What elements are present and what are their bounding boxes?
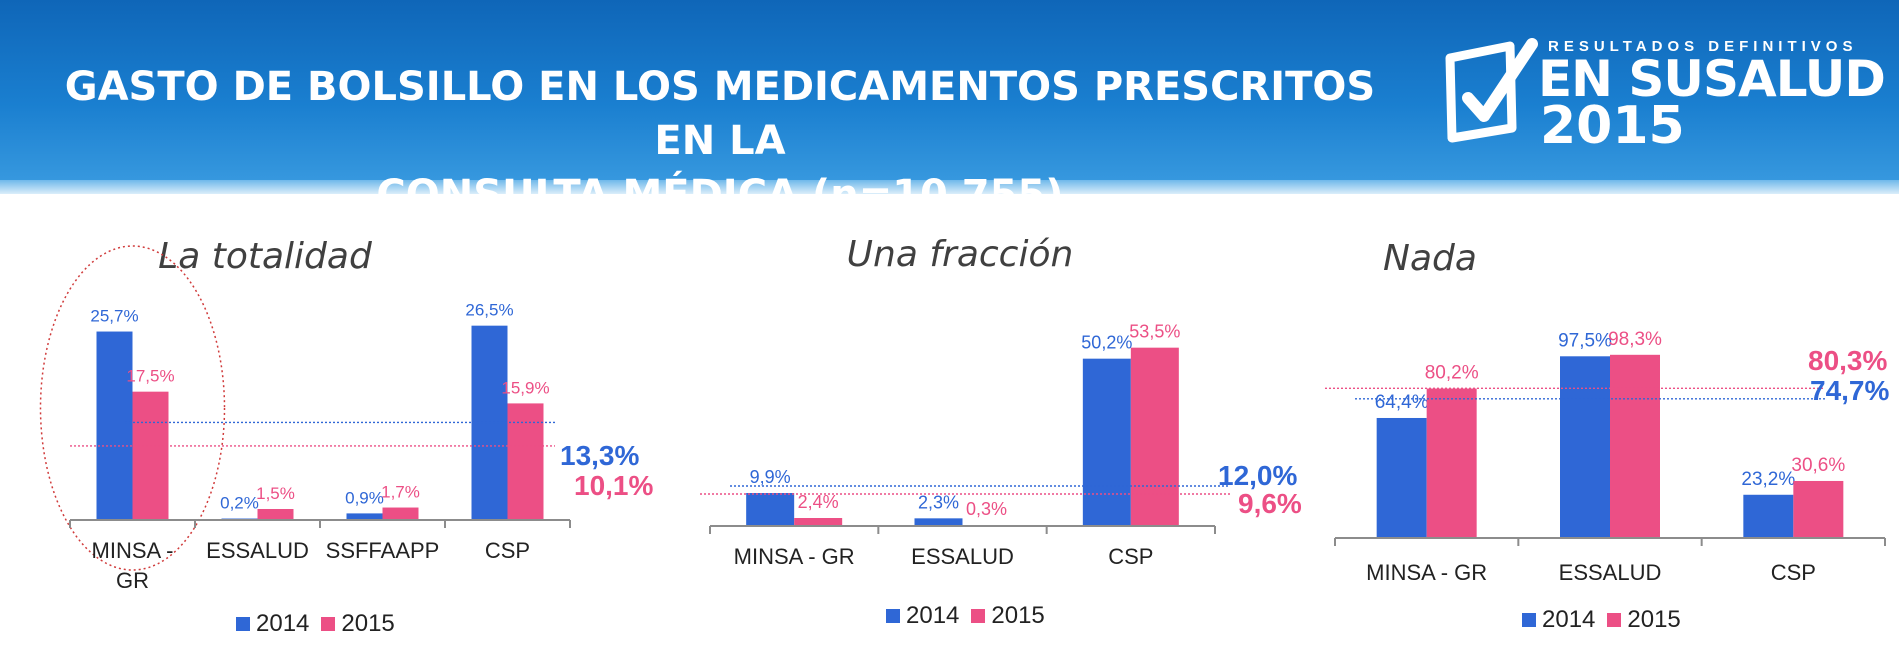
- category-label: MINSA - GR: [734, 544, 855, 569]
- legend-item-2015: 2015: [971, 602, 1045, 630]
- bar-2014: [346, 513, 383, 520]
- legend-item-2014: 2014: [886, 602, 959, 630]
- data-label-2015: 80,2%: [1425, 363, 1479, 384]
- bar-2015: [1610, 354, 1660, 538]
- data-label-2014: 0,9%: [345, 488, 384, 507]
- legend-label: 2015: [341, 610, 395, 637]
- category-label: GR: [116, 568, 149, 593]
- data-label-2014: 25,7%: [90, 307, 138, 326]
- chart-una-fraccion: Una fracción 9,9% 2,4% MINSA - GR 2,3% 0,3% E…: [700, 200, 1320, 650]
- data-label-2014: 97,5%: [1558, 330, 1612, 351]
- category-label: CSP: [1108, 544, 1153, 569]
- bar-2014: [1082, 358, 1131, 526]
- bar-2015: [507, 403, 544, 520]
- avg-2015-label: 9,6%: [1238, 488, 1302, 519]
- data-label-2015: 15,9%: [501, 378, 549, 397]
- data-label-2014: 0,2%: [220, 494, 259, 513]
- logo-main-text: EN SUSALUD: [1538, 50, 1886, 108]
- chart-plot: 9,9% 2,4% MINSA - GR 2,3% 0,3% ESSALUD 50,2%53…: [700, 322, 1230, 569]
- bar-2014: [96, 331, 133, 520]
- avg-2015-label: 10,1%: [574, 470, 654, 501]
- data-label-2015: 2,4%: [798, 492, 839, 512]
- chart-legend: 2014 2015: [886, 602, 1045, 630]
- data-label-2015: 17,5%: [126, 367, 174, 386]
- data-label-2015: 53,5%: [1129, 322, 1180, 342]
- chart-legend: 2014 2015: [1522, 606, 1681, 634]
- pencil-check-icon: [1445, 38, 1538, 143]
- legend-label: 2014: [906, 602, 960, 629]
- chart-nada: Nada 64,4% 80,2% MINSA - GR 97,5% 98,3% ESSAL…: [1310, 200, 1890, 650]
- category-label: MINSA -: [92, 538, 174, 563]
- avg-2014-label: 74,7%: [1810, 375, 1890, 406]
- category-label: ESSALUD: [1559, 560, 1662, 585]
- category-label: CSP: [1771, 560, 1816, 585]
- avg-2015-label: 80,3%: [1808, 345, 1888, 376]
- legend-item-2015: 2015: [1607, 606, 1681, 634]
- chart-legend: 2014 2015: [236, 610, 395, 638]
- data-label-2014: 9,9%: [750, 467, 791, 487]
- bar-2015: [794, 518, 843, 526]
- bar-2014: [1376, 417, 1427, 538]
- bar-2014: [1560, 356, 1610, 538]
- bar-2015: [1793, 480, 1844, 538]
- header-banner: [0, 0, 1899, 190]
- logo-year: 2015: [1540, 96, 1685, 156]
- chart-title: Nada: [1383, 238, 1477, 279]
- header-strip: [0, 180, 1899, 194]
- bar-2015: [132, 391, 169, 520]
- data-label-2015: 1,7%: [381, 483, 420, 502]
- logo-subtitle: RESULTADOS DEFINITIVOS: [1548, 38, 1858, 55]
- chart-plot: 64,4% 80,2% MINSA - GR 97,5%98,3% ESSALUD 23,…: [1325, 329, 1886, 585]
- page-title: GASTO DE BOLSILLO EN LOS MEDICAMENTOS PR…: [60, 60, 1380, 222]
- data-label-2014: 23,2%: [1741, 469, 1795, 490]
- data-label-2014: 50,2%: [1081, 333, 1132, 353]
- category-label: MINSA - GR: [1366, 560, 1487, 585]
- chart-title: La totalidad: [158, 236, 372, 277]
- legend-swatch-2015: [971, 609, 986, 623]
- data-label-2015: 98,3%: [1608, 329, 1662, 350]
- legend-label: 2015: [991, 602, 1045, 629]
- data-label-2014: 64,4%: [1375, 392, 1429, 413]
- ensusalud-logo: RESULTADOS DEFINITIVOS EN SUSALUD 2015: [1440, 36, 1886, 156]
- data-label-2014: 26,5%: [465, 301, 513, 320]
- data-label-2014: 2,3%: [918, 492, 959, 512]
- category-label: CSP: [485, 538, 530, 563]
- category-label: SSFFAAPP: [326, 538, 440, 563]
- avg-2014-label: 12,0%: [1218, 460, 1298, 491]
- bar-2014: [1743, 494, 1794, 538]
- bar-2014: [746, 493, 795, 526]
- legend-item-2015: 2015: [321, 610, 395, 638]
- legend-swatch-2015: [321, 617, 336, 631]
- legend-item-2014: 2014: [236, 610, 309, 638]
- legend-item-2014: 2014: [1522, 606, 1595, 634]
- data-label-2015: 30,6%: [1791, 455, 1845, 476]
- legend-swatch-2014: [1522, 613, 1536, 627]
- bar-2015: [1130, 347, 1179, 526]
- highlight-ellipse: [39, 245, 226, 571]
- bar-2014: [914, 518, 963, 526]
- bar-2015: [1426, 388, 1477, 538]
- chart-title: Una fracción: [846, 234, 1074, 275]
- legend-swatch-2014: [236, 617, 250, 631]
- category-label: ESSALUD: [206, 538, 309, 563]
- bar-2015: [382, 507, 419, 520]
- data-label-2015: 0,3%: [966, 499, 1007, 519]
- legend-swatch-2014: [886, 609, 900, 623]
- data-label-2015: 1,5%: [256, 484, 295, 503]
- chart-la-totalidad: La totalidad 25,7% 17,5% MINSA - GR 0,2% 1,5%…: [0, 200, 690, 650]
- chart-plot: 25,7% 17,5% MINSA - GR 0,2%1,5% ESSALUD 0,9%1,…: [39, 245, 571, 593]
- legend-label: 2015: [1627, 606, 1681, 633]
- legend-label: 2014: [256, 610, 310, 637]
- category-label: ESSALUD: [911, 544, 1014, 569]
- legend-swatch-2015: [1607, 613, 1622, 627]
- title-line-2: CONSULTA MÉDICA (n=10 755): [376, 172, 1064, 218]
- title-line-1: GASTO DE BOLSILLO EN LOS MEDICAMENTOS PR…: [64, 64, 1376, 164]
- legend-label: 2014: [1542, 606, 1596, 633]
- avg-2014-label: 13,3%: [560, 440, 640, 471]
- bar-2015: [257, 509, 294, 520]
